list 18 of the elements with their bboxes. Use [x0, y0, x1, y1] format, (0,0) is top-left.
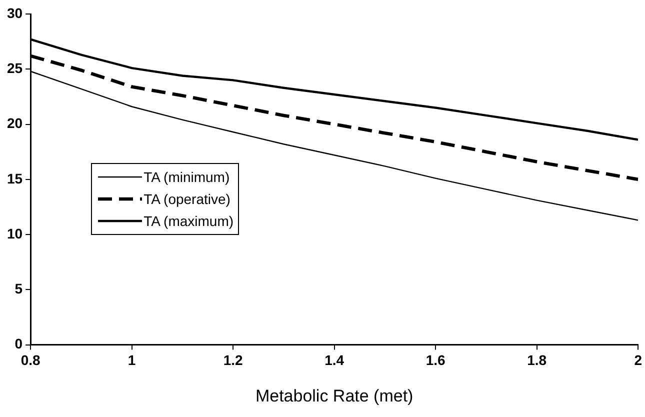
- y-tick-label: 10: [6, 225, 23, 242]
- y-tick-label: 20: [6, 115, 23, 132]
- legend-label: TA (minimum): [144, 168, 230, 187]
- y-tick-label: 5: [14, 280, 23, 297]
- y-tick-label: 15: [6, 170, 23, 186]
- x-tick-label: 1: [128, 352, 136, 368]
- y-tick-label: 25: [6, 60, 23, 76]
- y-tick-label: 0: [14, 336, 23, 352]
- x-tick-label: 2: [634, 352, 642, 368]
- x-tick-label: 0.8: [20, 352, 41, 368]
- x-tick-label: 1.2: [223, 352, 244, 368]
- legend-label: TA (operative): [144, 190, 230, 209]
- x-axis-title: Metabolic Rate (met): [255, 386, 414, 406]
- x-tick-label: 1.8: [527, 352, 547, 368]
- x-tick-label: 1.4: [324, 352, 344, 368]
- y-tick-label: 30: [6, 4, 23, 21]
- legend-label: TA (maximum): [144, 212, 234, 231]
- x-tick-label: 1.6: [426, 352, 446, 368]
